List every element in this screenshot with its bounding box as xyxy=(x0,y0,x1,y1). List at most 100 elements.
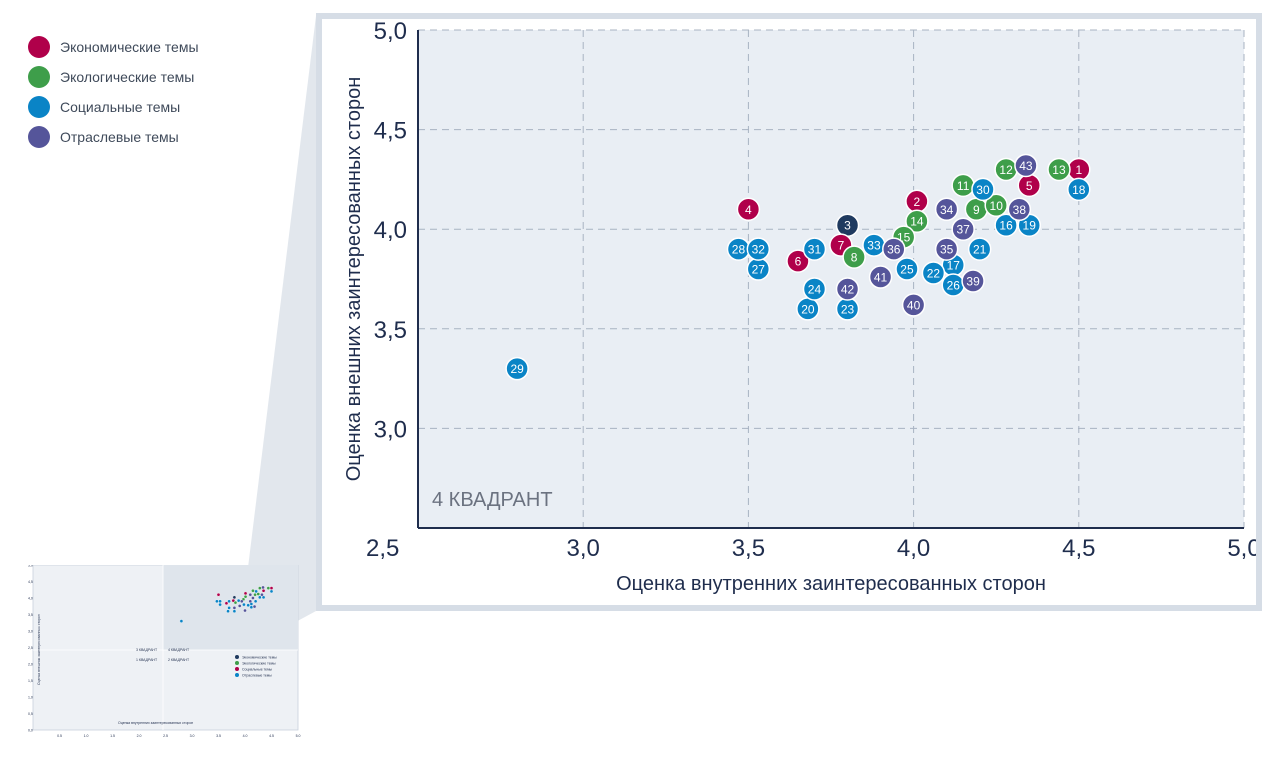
point-label: 23 xyxy=(841,302,855,316)
overview-point-32 xyxy=(218,599,222,604)
data-point-18: 18 xyxy=(1067,177,1091,202)
data-point-35: 35 xyxy=(934,237,959,261)
point-label: 1 xyxy=(1075,163,1082,177)
overview-point-43 xyxy=(261,585,265,590)
overview-y-tick-label: 4,5 xyxy=(28,580,33,584)
scatter-chart: 3,0 3,5 4,0 4,5 5,0 3,0 3,5 4,0 4,5 5,0 2,5 4 КВ… xyxy=(343,19,1256,595)
grid xyxy=(418,29,1245,528)
data-point-13: 13 xyxy=(1047,157,1071,182)
point-marker xyxy=(934,197,959,222)
point-label: 36 xyxy=(887,243,901,257)
data-point-8: 8 xyxy=(842,245,866,269)
point-marker xyxy=(1067,177,1091,202)
data-point-9: 9 xyxy=(964,197,989,222)
overview-x-tick-label: 0,5 xyxy=(57,734,62,737)
point-label: 11 xyxy=(957,179,970,193)
data-point-5: 5 xyxy=(1017,173,1041,198)
point-marker xyxy=(505,356,529,381)
overview-y-ticks: 0,0 0,5 1,0 1,5 2,0 2,5 3,0 3,5 4,0 4,5 5,0 xyxy=(28,565,33,733)
overview-point-14 xyxy=(243,594,248,599)
overview-legend-marker-3 xyxy=(235,667,239,671)
y-origin-tick-label: 2,5 xyxy=(366,535,399,562)
overview-y-tick-label: 0,5 xyxy=(28,712,33,716)
point-marker xyxy=(736,197,761,222)
overview-x-tick-label: 3,0 xyxy=(190,734,195,737)
point-label: 4 xyxy=(745,203,752,217)
overview-point-30 xyxy=(254,589,258,594)
data-point-10: 10 xyxy=(984,193,1008,218)
data-point-43: 43 xyxy=(1014,153,1038,178)
y-tick-label: 4,5 xyxy=(374,118,407,145)
x-tick-label: 4,0 xyxy=(897,535,930,562)
point-label: 18 xyxy=(1072,183,1086,197)
overview-point-10 xyxy=(256,592,261,596)
x-tick-label: 3,0 xyxy=(567,535,600,562)
point-marker xyxy=(1014,153,1038,178)
point-label: 21 xyxy=(973,243,987,257)
overview-point-40 xyxy=(243,608,247,613)
point-label: 43 xyxy=(1019,159,1033,173)
data-point-4: 4 xyxy=(736,197,761,222)
point-marker xyxy=(961,269,985,293)
legend-item-industry: Отраслевые темы xyxy=(28,122,199,152)
legend-marker-economic xyxy=(28,36,50,58)
overview-point-31 xyxy=(227,599,231,604)
overview-point-29 xyxy=(179,619,184,623)
overview-legend-label-3: Социальные темы xyxy=(242,668,273,672)
point-label: 8 xyxy=(851,251,858,265)
overview-point-22 xyxy=(246,603,250,608)
zoom-frame: 3,0 3,5 4,0 4,5 5,0 3,0 3,5 4,0 4,5 5,0 2,5 4 КВ… xyxy=(316,13,1262,611)
overview-point-27 xyxy=(218,602,222,607)
overview-legend: Экономические темы Экологические темы Со… xyxy=(235,655,277,678)
point-label: 26 xyxy=(947,278,961,292)
point-label: 40 xyxy=(907,298,921,312)
overview-point-34 xyxy=(248,592,253,597)
overview-point-23 xyxy=(232,609,237,614)
data-point-22: 22 xyxy=(921,261,946,285)
point-marker xyxy=(951,217,975,241)
overview-point-33 xyxy=(236,598,241,603)
point-label: 28 xyxy=(732,243,746,257)
data-point-30: 30 xyxy=(971,177,995,202)
overview-y-tick-label: 2,5 xyxy=(28,646,33,650)
point-marker xyxy=(967,237,992,261)
point-label: 33 xyxy=(867,239,881,253)
point-marker xyxy=(1047,157,1071,182)
point-marker xyxy=(882,237,906,261)
point-label: 25 xyxy=(900,263,914,277)
point-label: 20 xyxy=(801,302,815,316)
overview-point-42 xyxy=(232,606,237,610)
point-label: 35 xyxy=(940,243,954,257)
overview-point-12 xyxy=(258,586,262,590)
overview-x-tick-label: 1,5 xyxy=(110,734,115,737)
overview-point-39 xyxy=(252,604,257,609)
point-label: 19 xyxy=(1023,219,1037,233)
x-tick-label: 5,0 xyxy=(1227,535,1256,562)
point-marker xyxy=(802,237,827,261)
point-marker xyxy=(934,237,959,261)
overview-x-ticks: 0,5 1,0 1,5 2,0 2,5 3,0 3,5 4,0 4,5 5,0 xyxy=(57,734,300,737)
legend-label-social: Социальные темы xyxy=(60,99,181,115)
overview-y-tick-label: 0,0 xyxy=(28,729,33,733)
point-label: 39 xyxy=(966,274,980,288)
data-point-2: 2 xyxy=(905,189,929,214)
data-point-25: 25 xyxy=(895,257,919,281)
data-point-21: 21 xyxy=(967,237,992,261)
data-point-40: 40 xyxy=(901,293,926,317)
data-point-31: 31 xyxy=(802,237,827,261)
legend-marker-industry xyxy=(28,126,50,148)
data-point-42: 42 xyxy=(835,277,860,301)
legend-item-social: Социальные темы xyxy=(28,92,199,122)
overview-quadrant-2: 2 КВАДРАНТ xyxy=(168,658,190,662)
overview-point-6 xyxy=(224,601,229,606)
legend-label-ecological: Экологические темы xyxy=(60,69,195,85)
data-point-34: 34 xyxy=(934,197,959,222)
point-label: 41 xyxy=(874,271,888,285)
point-label: 7 xyxy=(838,239,845,253)
y-tick-label: 4,0 xyxy=(374,217,407,244)
overview-point-28 xyxy=(215,599,219,604)
x-tick-labels: 3,0 3,5 4,0 4,5 5,0 xyxy=(567,535,1256,562)
x-tick-label: 4,5 xyxy=(1062,535,1095,562)
overview-point-16 xyxy=(258,595,262,600)
